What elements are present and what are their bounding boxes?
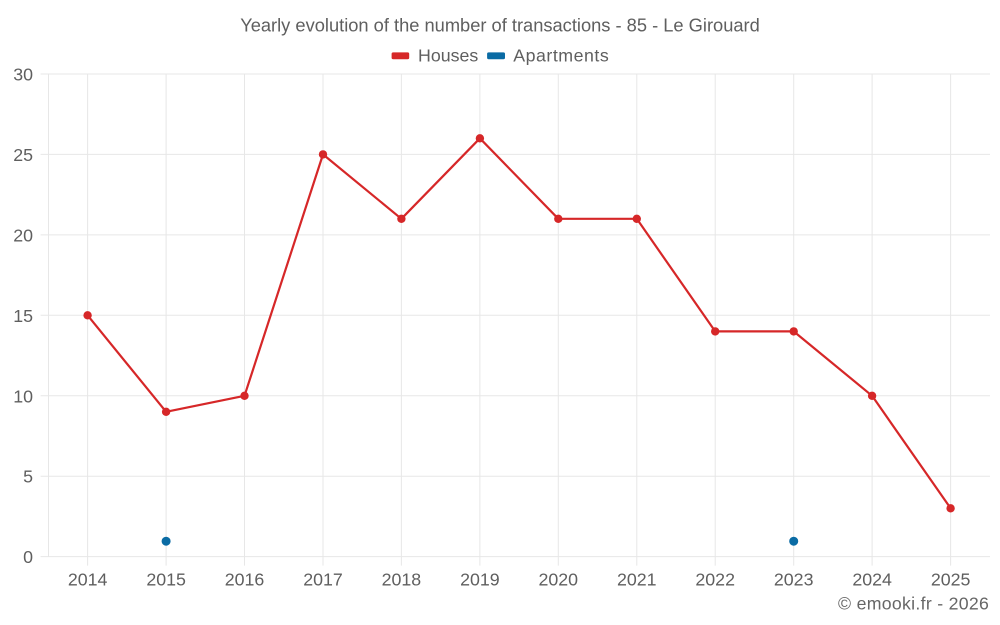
svg-text:0: 0: [23, 547, 33, 567]
svg-text:© emooki.fr - 2026: © emooki.fr - 2026: [838, 593, 989, 613]
svg-text:2015: 2015: [146, 569, 186, 589]
svg-text:2020: 2020: [539, 569, 579, 589]
svg-text:2021: 2021: [617, 569, 657, 589]
svg-text:2016: 2016: [225, 569, 265, 589]
svg-text:Apartments: Apartments: [513, 45, 609, 65]
svg-text:5: 5: [23, 467, 33, 487]
svg-text:2019: 2019: [460, 569, 500, 589]
svg-text:2018: 2018: [382, 569, 422, 589]
svg-text:2025: 2025: [931, 569, 971, 589]
svg-text:2014: 2014: [68, 569, 108, 589]
svg-text:Houses: Houses: [418, 45, 478, 65]
svg-text:20: 20: [13, 225, 33, 245]
svg-text:2017: 2017: [303, 569, 343, 589]
svg-text:Yearly evolution of the number: Yearly evolution of the number of transa…: [240, 14, 760, 35]
svg-text:30: 30: [13, 65, 33, 85]
svg-text:25: 25: [13, 145, 33, 165]
svg-text:2022: 2022: [695, 569, 735, 589]
svg-text:2023: 2023: [774, 569, 814, 589]
svg-text:2024: 2024: [852, 569, 892, 589]
svg-text:15: 15: [13, 306, 33, 326]
svg-text:10: 10: [13, 386, 33, 406]
